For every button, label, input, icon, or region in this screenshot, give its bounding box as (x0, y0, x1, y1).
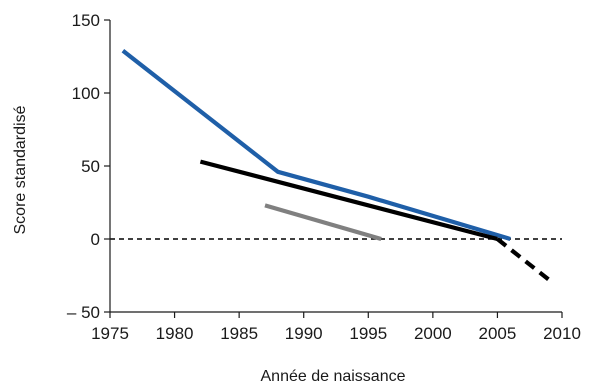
x-tick-label: 2000 (414, 324, 452, 343)
x-tick-label: 1980 (156, 324, 194, 343)
y-tick-label: 0 (91, 230, 100, 249)
x-tick-label: 1990 (285, 324, 323, 343)
series-line-2 (199, 159, 498, 242)
series-line-3 (496, 237, 551, 282)
y-tick-label: 50 (81, 157, 100, 176)
y-axis-title: Score standardisé (12, 105, 29, 234)
x-tick-label: 1995 (349, 324, 387, 343)
x-axis: 1975 1980 1985 1990 1995 2000 2005 2010 (91, 311, 581, 343)
y-tick-label: 150 (72, 11, 100, 30)
plot-area (110, 49, 562, 282)
x-tick-label: 2005 (479, 324, 517, 343)
y-tick-label: – 50 (67, 303, 100, 322)
series-line-4 (264, 203, 382, 242)
x-tick-label: 1975 (91, 324, 129, 343)
x-tick-label: 1985 (220, 324, 258, 343)
y-tick-label: 100 (72, 84, 100, 103)
y-axis: – 50 0 50 100 150 (67, 11, 111, 322)
series-line-1 (121, 49, 511, 242)
x-tick-label: 2010 (543, 324, 581, 343)
x-axis-title: Année de naissance (261, 368, 406, 385)
